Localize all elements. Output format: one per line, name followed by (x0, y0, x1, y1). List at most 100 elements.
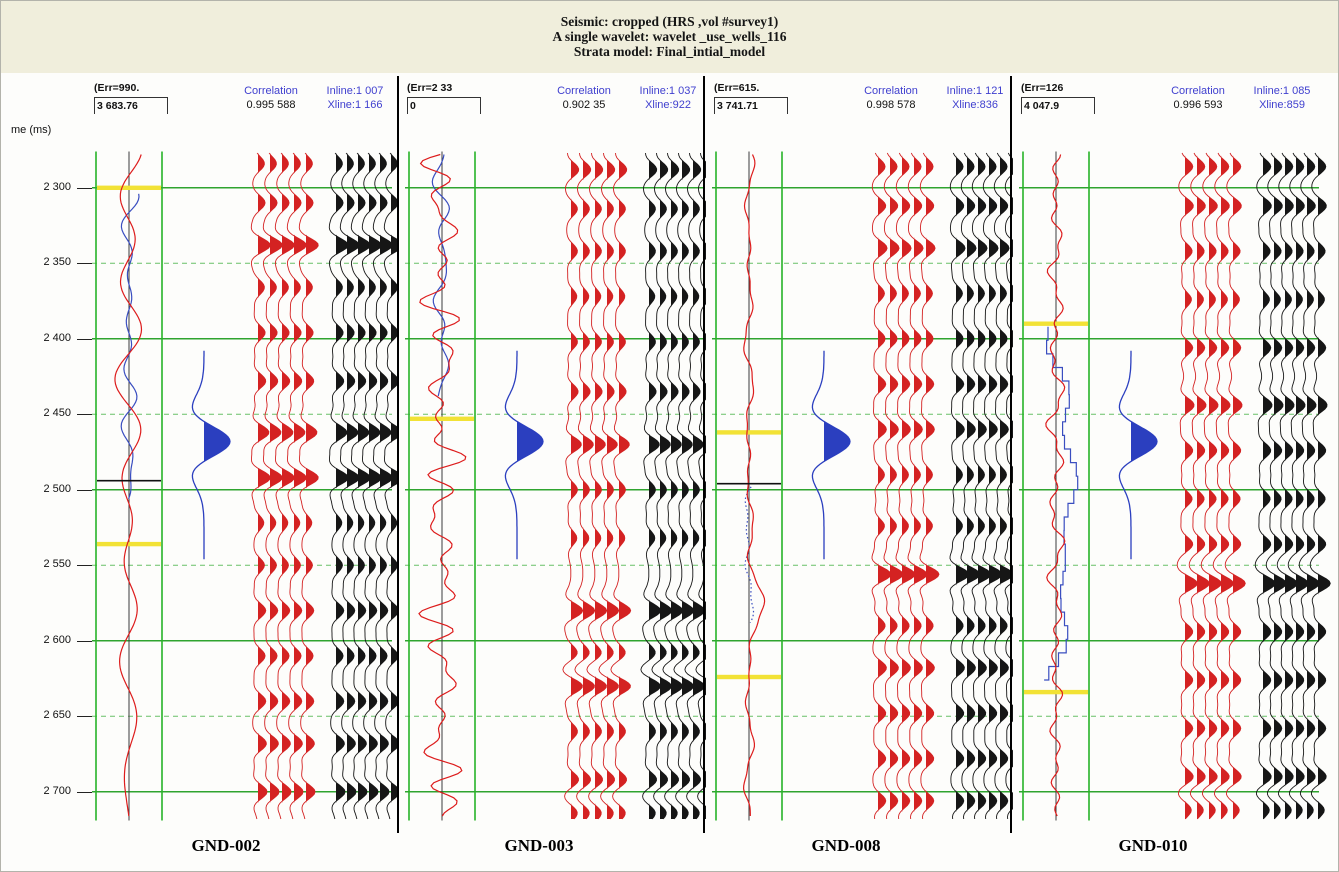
well-panel-gnd-010: (Err=126 4 047.9 Correlation 0.996 593 I… (1013, 76, 1338, 871)
panel-plot (405, 151, 706, 821)
panel-plot (92, 151, 399, 821)
error-line1: (Err=126 (1021, 82, 1064, 94)
log-track (715, 151, 783, 821)
time-grid (1019, 187, 1319, 793)
time-tick-mark (77, 640, 92, 642)
time-tick-mark (77, 263, 92, 265)
correlation-label: Correlation (557, 85, 611, 97)
synthetic-traces (250, 152, 319, 820)
time-tick-label: 2 400 (43, 331, 71, 344)
correlation-value: 0.998 578 (866, 99, 916, 111)
seismic-traces (1254, 152, 1331, 820)
correlation-readout: Correlation 0.995 588 (221, 84, 321, 112)
time-tick-mark (77, 791, 92, 793)
inline-value: Inline:1 085 (1253, 85, 1311, 97)
error-readout: (Err=126 4 047.9 (1021, 82, 1095, 114)
seismic-traces (328, 152, 399, 820)
well-name-label: GND-003 (504, 836, 574, 855)
seismic-traces (640, 152, 706, 820)
well-name-label: GND-008 (811, 836, 881, 855)
wavelet-display (1118, 350, 1158, 560)
error-line2: 4 047.9 (1021, 97, 1095, 114)
wavelet-display (504, 350, 544, 560)
time-tick-mark (77, 565, 92, 567)
time-tick-mark (77, 338, 92, 340)
horizon-marker-yellow (410, 416, 474, 421)
panel-divider (703, 76, 705, 833)
time-tick-label: 2 450 (43, 407, 71, 420)
inline-value: Inline:1 037 (639, 85, 697, 97)
error-value: 3 683.76 (97, 100, 138, 112)
xline-value: Xline:859 (1259, 99, 1305, 111)
seismic-traces (949, 152, 1013, 820)
panel-divider (397, 76, 399, 833)
time-tick-mark (77, 489, 92, 491)
error-value: 3 741.71 (717, 100, 758, 112)
panel-plot (712, 151, 1013, 821)
error-line1: (Err=615. (714, 82, 760, 94)
well-panel-gnd-002: (Err=990. 3 683.76 Correlation 0.995 588… (86, 76, 399, 871)
inline-xline-readout: Inline:1 007 Xline:1 166 (312, 84, 398, 112)
wavelet-display (811, 350, 851, 560)
error-line2: 3 683.76 (94, 97, 168, 114)
correlation-readout: Correlation 0.996 593 (1148, 84, 1248, 112)
time-grid (92, 187, 392, 793)
well-panel-gnd-008: (Err=615. 3 741.71 Correlation 0.998 578… (706, 76, 1013, 871)
synthetic-traces (562, 152, 632, 820)
error-readout: (Err=2 33 0 (407, 82, 481, 114)
well-panel-gnd-003: (Err=2 33 0 Correlation 0.902 35 Inline:… (399, 76, 706, 871)
error-line2: 3 741.71 (714, 97, 788, 114)
error-line1: (Err=2 33 (407, 82, 453, 94)
inline-xline-readout: Inline:1 085 Xline:859 (1239, 84, 1325, 112)
well-name-label: GND-010 (1118, 836, 1188, 855)
horizon-marker-yellow (1024, 689, 1088, 695)
log-track (95, 151, 163, 821)
xline-value: Xline:836 (952, 99, 998, 111)
inline-xline-readout: Inline:1 037 Xline:922 (625, 84, 711, 112)
error-value: 0 (410, 100, 416, 112)
time-tick-label: 2 700 (43, 784, 71, 797)
horizon-marker-yellow (97, 541, 161, 547)
title-line-2: A single wavelet: wavelet _use_wells_116 (552, 29, 787, 44)
error-line1: (Err=990. (94, 82, 140, 94)
xline-value: Xline:922 (645, 99, 691, 111)
inline-xline-readout: Inline:1 121 Xline:836 (932, 84, 1018, 112)
well-name-label: GND-002 (191, 836, 261, 855)
panel-plot (1019, 151, 1331, 821)
correlation-readout: Correlation 0.902 35 (534, 84, 634, 112)
correlation-value: 0.995 588 (246, 99, 296, 111)
correlation-label: Correlation (864, 85, 918, 97)
title-line-3: Strata model: Final_intial_model (573, 44, 766, 59)
time-tick-mark (77, 716, 92, 718)
error-readout: (Err=615. 3 741.71 (714, 82, 788, 114)
correlation-label: Correlation (1171, 85, 1225, 97)
error-value: 4 047.9 (1024, 100, 1060, 112)
time-tick-label: 2 300 (43, 180, 71, 193)
time-tick-label: 2 650 (43, 709, 71, 722)
synthetic-traces (871, 152, 940, 820)
time-axis-label: me (ms) (11, 124, 52, 136)
time-tick-label: 2 500 (43, 482, 71, 495)
log-track (408, 151, 476, 821)
synthetic-traces (1176, 152, 1246, 820)
time-tick-mark (77, 414, 92, 416)
inline-value: Inline:1 121 (946, 85, 1004, 97)
title-line-1: Seismic: cropped (HRS ,vol #survey1) (560, 14, 779, 29)
horizon-marker-yellow (97, 185, 161, 190)
horizon-marker-yellow (717, 430, 781, 435)
error-readout: (Err=990. 3 683.76 (94, 82, 168, 114)
inline-value: Inline:1 007 (326, 85, 384, 97)
horizon-marker-yellow (1024, 321, 1088, 326)
error-line2: 0 (407, 97, 481, 114)
panel-divider (1010, 76, 1012, 833)
log-track (1022, 151, 1090, 821)
correlation-value: 0.996 593 (1173, 99, 1223, 111)
time-tick-label: 2 350 (43, 256, 71, 269)
correlation-value: 0.902 35 (562, 99, 606, 111)
time-tick-mark (77, 187, 92, 189)
time-tick-label: 2 550 (43, 558, 71, 571)
correlation-readout: Correlation 0.998 578 (841, 84, 941, 112)
wavelet-display (191, 350, 231, 560)
xline-value: Xline:1 166 (327, 99, 383, 111)
